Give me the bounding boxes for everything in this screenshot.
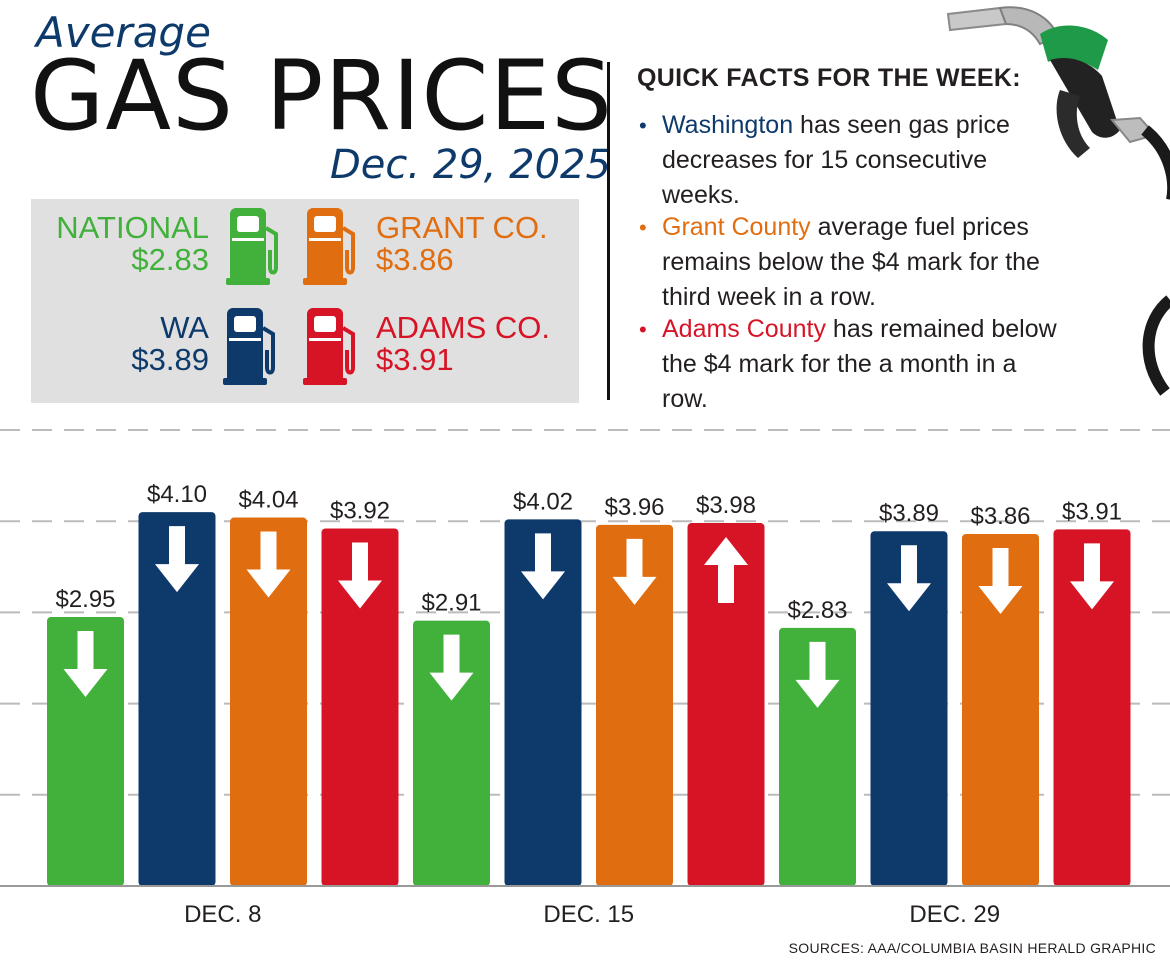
data-label: $4.10 <box>147 481 207 508</box>
wa-pump-icon <box>221 304 281 386</box>
fuel-nozzle-icon <box>940 0 1170 400</box>
data-label: $2.91 <box>421 590 481 617</box>
fact-highlight: Washington <box>662 111 793 139</box>
data-label: $4.04 <box>238 487 298 514</box>
divider <box>607 62 610 400</box>
date-label: Dec. 29, 2025 <box>330 142 611 188</box>
wa-value: $3.89 <box>31 343 209 377</box>
bullet-icon: • <box>639 210 647 245</box>
data-label: $3.86 <box>970 503 1030 530</box>
page-title: GAS PRICES <box>30 46 613 146</box>
data-label: $2.83 <box>787 597 847 624</box>
data-label: $4.02 <box>513 488 573 515</box>
data-label: $2.95 <box>55 586 115 613</box>
bullet-icon: • <box>639 108 647 143</box>
grant-label: GRANT CO. <box>376 211 548 245</box>
grant-pump-icon <box>301 204 361 286</box>
data-label: $3.91 <box>1062 498 1122 525</box>
data-label: $3.89 <box>879 500 939 527</box>
adams-label: ADAMS CO. <box>376 311 550 345</box>
data-label: $3.96 <box>604 494 664 521</box>
national-value: $2.83 <box>31 243 209 277</box>
adams-pump-icon <box>301 304 361 386</box>
source-note: SOURCES: AAA/COLUMBIA BASIN HERALD GRAPH… <box>789 940 1156 956</box>
category-label: DEC. 8 <box>184 901 261 928</box>
adams-value: $3.91 <box>376 343 454 377</box>
fact-highlight: Adams County <box>662 315 826 343</box>
category-label: DEC. 29 <box>909 901 1000 928</box>
grant-value: $3.86 <box>376 243 454 277</box>
data-label: $3.92 <box>330 497 390 524</box>
data-label: $3.98 <box>696 492 756 519</box>
summary-panel: NATIONAL $2.83 GRANT CO. $3.86 WA $3.89 … <box>31 199 579 403</box>
category-label: DEC. 15 <box>543 901 634 928</box>
wa-label: WA <box>31 311 209 345</box>
fact-highlight: Grant County <box>662 213 811 241</box>
bullet-icon: • <box>639 312 647 347</box>
price-bar-chart: $2.95 $4.10 $4.04 $3.92 $2.91 $4.02 $3.96 $3.98… <box>0 420 1170 940</box>
national-pump-icon <box>224 204 284 286</box>
national-label: NATIONAL <box>31 211 209 245</box>
